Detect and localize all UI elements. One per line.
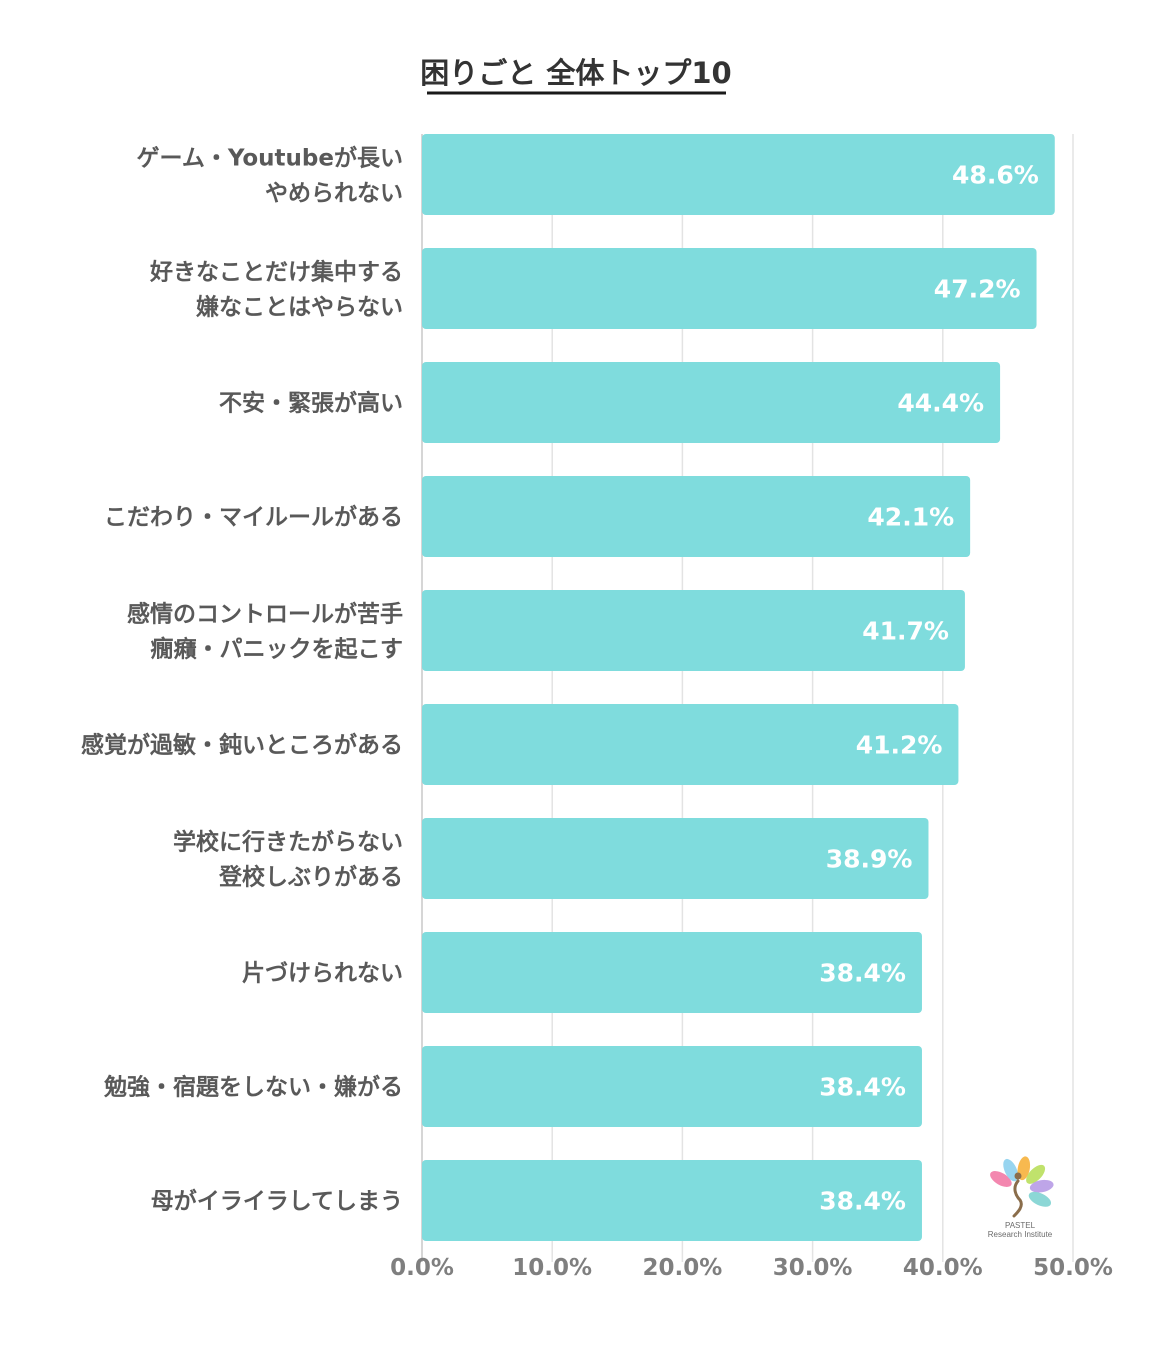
logo-petals [990,1156,1054,1207]
category-label-6: 学校に行きたがらない登校しぶりがある [173,829,403,891]
logo-petal-4 [1029,1179,1054,1193]
value-label-7: 38.4% [819,959,906,988]
logo-petal-1 [1003,1158,1019,1182]
bar-4 [422,590,965,671]
category-label-1: 好きなことだけ集中する嫌なことはやらない [149,259,403,321]
category-label-2: 不安・緊張が高い [219,390,403,417]
x-tick-label-2: 20.0% [643,1255,723,1281]
category-label-9: 母がイライラしてしまう [151,1188,403,1215]
bar-7 [422,932,922,1013]
value-label-2: 44.4% [897,389,984,418]
value-label-4: 41.7% [862,617,949,646]
x-tick-label-3: 30.0% [773,1255,853,1281]
bar-5 [422,704,959,785]
category-label-8: 勉強・宿題をしない・嫌がる [103,1074,403,1101]
category-label-0: ゲーム・Youtubeが長いやめられない [137,145,403,207]
value-label-9: 38.4% [819,1187,906,1216]
chart-title-group: 困りごと 全体トップ10 [420,56,732,95]
bar-3 [422,476,971,557]
x-tick-label-0: 0.0% [390,1255,454,1281]
bar-6 [422,818,929,899]
x-tick-labels: 0.0% 10.0% 20.0% 30.0% 40.0% 50.0% [390,1255,1113,1281]
bar-0 [422,134,1055,215]
pastel-logo: PASTEL Research Institute [988,1156,1054,1239]
category-labels: ゲーム・Youtubeが長いやめられない好きなことだけ集中する嫌なことはやらない… [81,145,403,1215]
value-label-5: 41.2% [856,731,943,760]
value-label-0: 48.6% [952,161,1039,190]
x-tick-label-5: 50.0% [1033,1255,1113,1281]
bar-1 [422,248,1037,329]
category-label-4: 感情のコントロールが苦手癇癪・パニックを起こす [127,601,403,663]
bars [422,134,1055,1241]
logo-petal-3 [1026,1164,1046,1184]
logo-figure-icon [1012,1179,1023,1218]
logo-petal-5 [1028,1191,1052,1207]
value-label-1: 47.2% [934,275,1021,304]
logo-name: PASTEL [1005,1221,1036,1230]
x-tick-label-1: 10.0% [512,1255,592,1281]
logo-subtitle: Research Institute [988,1230,1053,1239]
bar-9 [422,1160,922,1241]
logo-head-icon [1014,1172,1022,1180]
value-label-8: 38.4% [819,1073,906,1102]
chart-title: 困りごと 全体トップ10 [420,56,731,90]
bar-8 [422,1046,922,1127]
logo-petal-0 [990,1171,1012,1187]
value-label-6: 38.9% [826,845,913,874]
value-labels: 48.6% 47.2% 44.4% 42.1% 41.7% 41.2% 38.9% 38.4%… [819,161,1039,1216]
x-tick-label-4: 40.0% [903,1255,983,1281]
category-label-7: 片づけられない [242,961,403,987]
bar-2 [422,362,1001,443]
category-label-3: こだわり・マイルールがある [104,504,403,531]
category-label-5: 感覚が過敏・鈍いところがある [81,732,403,759]
value-label-3: 42.1% [867,503,954,532]
